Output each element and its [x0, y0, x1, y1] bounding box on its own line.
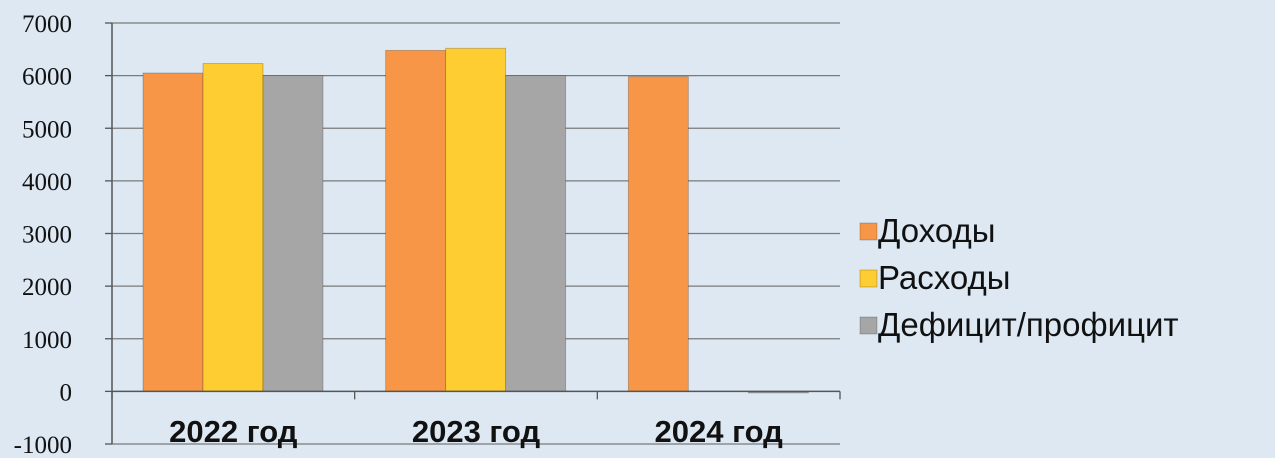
legend-label: Расходы — [878, 259, 1011, 296]
x-tick-label: 2024 год — [655, 414, 784, 449]
y-tick-label: 6000 — [22, 64, 72, 91]
bar-2-2 — [445, 47, 507, 392]
bars — [142, 47, 809, 394]
legend-label: Доходы — [878, 212, 995, 249]
legend: Доходы Расходы Дефицит/профицит — [859, 212, 1179, 343]
y-tick-label: 5000 — [22, 116, 72, 143]
y-tick-label: 3000 — [22, 222, 72, 249]
bar-2-3 — [505, 75, 567, 392]
bar-1-1 — [142, 72, 204, 392]
x-tick-label: 2022 год — [169, 414, 298, 449]
bar-3-1 — [627, 76, 689, 392]
y-tick-label: 1000 — [22, 327, 72, 354]
y-tick-label: 2000 — [22, 274, 72, 301]
bar-1-3 — [262, 75, 324, 392]
legend-label: Дефицит/профицит — [878, 306, 1179, 343]
legend-swatch — [859, 316, 878, 335]
bar-2-1 — [385, 49, 447, 392]
y-tick-label: 7000 — [22, 11, 72, 38]
bar-1-2 — [202, 63, 264, 392]
y-tick-label: 4000 — [22, 169, 72, 196]
x-tick-label: 2023 год — [412, 414, 541, 449]
axes: 7000 6000 5000 4000 3000 2000 1000 0 -1000 2022 г… — [14, 11, 841, 458]
y-tick-label: -1000 — [14, 432, 72, 458]
y-tick-label: 0 — [60, 379, 73, 406]
legend-swatch — [859, 222, 878, 241]
legend-swatch — [859, 269, 878, 288]
